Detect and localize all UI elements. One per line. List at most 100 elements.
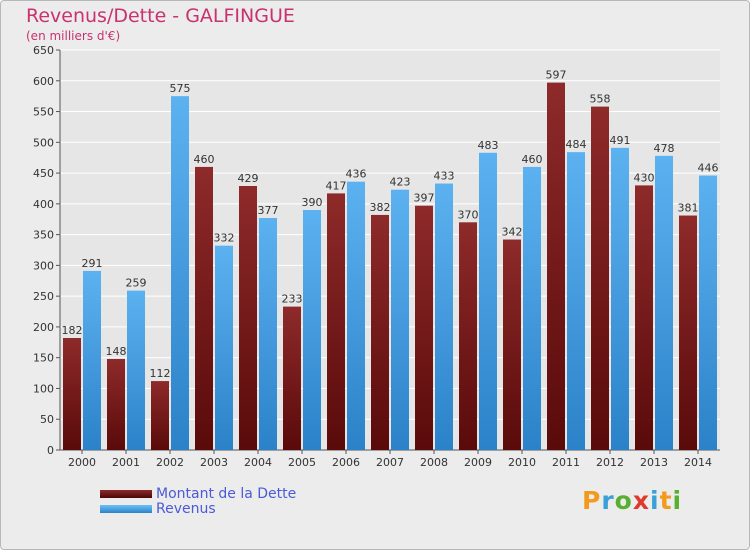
x-tick-label: 2013: [640, 456, 668, 469]
bar-dette: [63, 338, 81, 450]
bar-revenus: [699, 175, 717, 451]
bar-revenus: [523, 166, 541, 450]
y-tick-label: 150: [33, 352, 54, 365]
x-tick-label: 2009: [464, 456, 492, 469]
data-label-dette: 370: [458, 208, 479, 221]
y-tick-label: 600: [33, 75, 54, 88]
logo-letter: i: [672, 486, 683, 515]
bar-dette: [415, 205, 433, 450]
data-label-revenus: 332: [214, 232, 235, 245]
bar-dette: [239, 186, 257, 450]
logo-letter: x: [632, 486, 650, 515]
bar-dette: [371, 214, 389, 450]
data-label-dette: 397: [414, 192, 435, 205]
data-label-revenus: 436: [346, 168, 367, 181]
data-label-revenus: 575: [170, 82, 191, 95]
bar-revenus: [347, 181, 365, 450]
x-tick-label: 2012: [596, 456, 624, 469]
legend-swatch-revenus: [100, 504, 152, 513]
y-tick-label: 650: [33, 44, 54, 57]
data-label-dette: 460: [194, 153, 215, 166]
legend-item-revenus: Revenus: [100, 500, 296, 517]
logo-letter: i: [650, 486, 660, 515]
data-label-revenus: 478: [654, 142, 675, 155]
x-tick-label: 2010: [508, 456, 536, 469]
bar-dette: [151, 381, 169, 450]
legend: Montant de la Dette Revenus: [100, 485, 297, 517]
data-label-dette: 382: [370, 201, 391, 214]
bar-revenus: [127, 290, 145, 450]
data-label-dette: 342: [502, 226, 523, 239]
data-label-dette: 597: [546, 69, 567, 82]
logo-letter: r: [601, 486, 615, 515]
x-tick-label: 2003: [200, 456, 228, 469]
logo-letter: o: [614, 486, 633, 515]
data-label-revenus: 483: [478, 139, 499, 152]
x-tick-label: 2007: [376, 456, 404, 469]
x-tick-label: 2011: [552, 456, 580, 469]
bar-revenus: [259, 218, 277, 450]
x-tick-label: 2004: [244, 456, 272, 469]
y-tick-label: 0: [47, 444, 54, 457]
y-tick-label: 250: [33, 290, 54, 303]
data-label-revenus: 484: [566, 138, 587, 151]
data-label-revenus: 291: [82, 257, 103, 270]
data-label-dette: 182: [62, 324, 83, 337]
data-label-revenus: 259: [126, 277, 147, 290]
bar-revenus: [83, 270, 101, 450]
chart-subtitle: (en milliers d'€): [26, 29, 121, 43]
bar-revenus: [611, 147, 629, 450]
data-label-revenus: 390: [302, 196, 323, 209]
bar-dette: [679, 215, 697, 450]
y-tick-label: 300: [33, 259, 54, 272]
bar-dette: [107, 358, 125, 450]
data-label-dette: 112: [150, 367, 171, 380]
data-label-dette: 148: [106, 345, 127, 358]
legend-swatch-dette: [100, 489, 152, 498]
bar-dette: [635, 185, 653, 450]
legend-item-dette: Montant de la Dette: [100, 485, 297, 502]
bar-revenus: [171, 96, 189, 451]
x-tick-label: 2000: [68, 456, 96, 469]
y-tick-label: 200: [33, 321, 54, 334]
bar-dette: [547, 82, 565, 450]
bar-revenus: [435, 183, 453, 451]
x-tick-label: 2006: [332, 456, 360, 469]
y-tick-label: 100: [33, 382, 54, 395]
bar-revenus: [215, 245, 233, 450]
data-label-revenus: 433: [434, 170, 455, 183]
data-label-revenus: 491: [610, 134, 631, 147]
bar-revenus: [303, 210, 321, 450]
y-tick-label: 50: [40, 413, 54, 426]
data-label-dette: 233: [282, 293, 303, 306]
x-tick-label: 2014: [684, 456, 712, 469]
data-label-revenus: 460: [522, 153, 543, 166]
bar-revenus: [479, 152, 497, 450]
x-tick-label: 2008: [420, 456, 448, 469]
data-label-revenus: 446: [698, 162, 719, 175]
legend-label-dette: Montant de la Dette: [156, 485, 297, 502]
y-tick-label: 350: [33, 229, 54, 242]
bar-revenus: [567, 152, 585, 450]
data-label-dette: 430: [634, 171, 655, 184]
plot-area: [60, 50, 720, 450]
data-label-dette: 429: [238, 172, 259, 185]
data-label-dette: 417: [326, 179, 347, 192]
bar-dette: [591, 106, 609, 450]
proxiti-logo: Proxiti: [582, 486, 682, 515]
data-label-dette: 381: [678, 202, 699, 215]
x-tick-label: 2002: [156, 456, 184, 469]
y-tick-label: 450: [33, 167, 54, 180]
x-tick-label: 2001: [112, 456, 140, 469]
data-label-revenus: 423: [390, 176, 411, 189]
y-tick-label: 500: [33, 136, 54, 149]
data-label-dette: 558: [590, 93, 611, 106]
y-tick-label: 400: [33, 198, 54, 211]
chart-title: Revenus/Dette - GALFINGUE: [26, 5, 295, 27]
logo-letter: P: [582, 486, 602, 515]
bar-dette: [459, 222, 477, 450]
legend-label-revenus: Revenus: [156, 500, 216, 517]
logo-letter: t: [659, 486, 673, 515]
y-tick-label: 550: [33, 106, 54, 119]
